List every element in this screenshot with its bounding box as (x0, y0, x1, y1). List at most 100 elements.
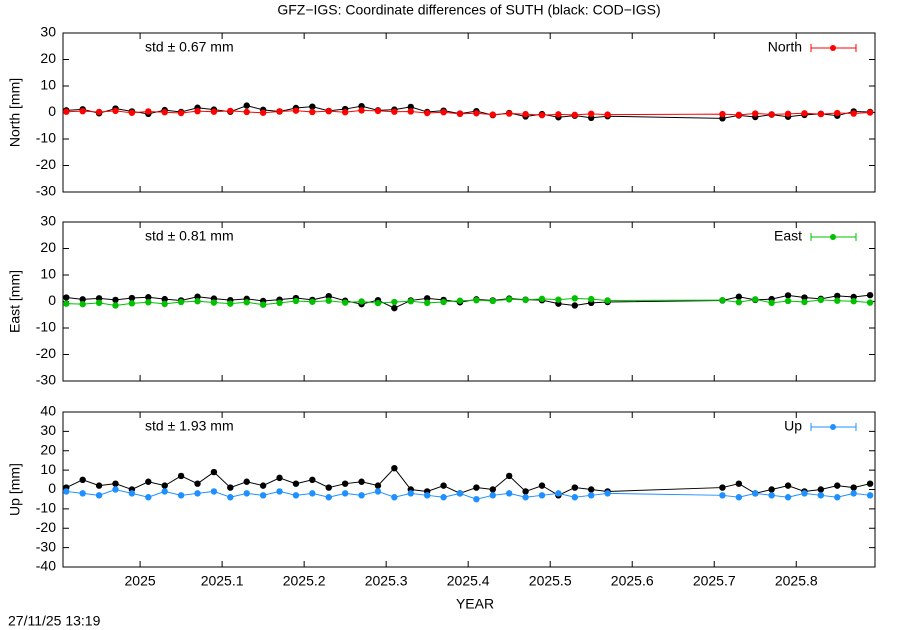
y-tick-label: -10 (36, 319, 56, 335)
y-tick-label: 30 (40, 24, 56, 40)
data-point (63, 300, 70, 307)
data-point (309, 108, 316, 116)
data-point (423, 299, 431, 307)
data-point (276, 299, 283, 307)
y-tick-label: -40 (36, 558, 56, 574)
data-point (752, 110, 759, 117)
data-point (571, 484, 579, 491)
data-point (276, 108, 283, 115)
data-point (112, 107, 119, 115)
y-tick-label: 0 (48, 480, 56, 496)
data-point (522, 494, 529, 501)
data-point (128, 109, 136, 116)
y-tick-label: 0 (48, 292, 56, 308)
data-point (391, 494, 398, 501)
data-point (194, 293, 201, 300)
data-point (309, 103, 316, 110)
data-point (735, 111, 743, 119)
data-point (292, 480, 300, 487)
y-axis-label: North [mm] (7, 78, 23, 147)
data-point (834, 109, 841, 117)
y-tick-label: 10 (40, 461, 56, 477)
data-point (866, 299, 874, 306)
data-point (194, 298, 201, 305)
data-point (505, 472, 513, 480)
data-point (161, 300, 168, 308)
data-point (194, 490, 201, 497)
data-point (95, 299, 103, 307)
data-point (719, 484, 726, 491)
data-point (292, 107, 300, 114)
y-tick-label: 20 (40, 239, 56, 255)
y-tick-label: 10 (40, 266, 56, 282)
data-point (752, 296, 759, 303)
data-point (358, 107, 365, 114)
data-point (309, 476, 316, 484)
x-tick-label: 2025.5 (529, 573, 572, 589)
x-tick-label: 2025.3 (365, 573, 408, 589)
data-point (768, 492, 775, 499)
data-point (358, 478, 365, 485)
data-point (571, 295, 579, 302)
data-point (391, 108, 398, 115)
data-point (407, 108, 414, 115)
data-point (259, 301, 267, 308)
data-point (145, 299, 152, 306)
data-point (505, 490, 513, 497)
data-point (407, 298, 414, 305)
x-tick-label: 2025.4 (447, 573, 490, 589)
data-point (768, 486, 775, 493)
data-point (128, 300, 136, 307)
data-point (79, 107, 86, 115)
y-tick-label: 20 (40, 50, 56, 66)
data-point (423, 109, 431, 117)
data-point (128, 294, 136, 302)
y-tick-label: -10 (36, 130, 56, 146)
data-point (210, 108, 218, 115)
y-tick-label: -30 (36, 372, 56, 388)
data-point (735, 293, 743, 300)
data-point (784, 482, 792, 489)
chart-title: GFZ−IGS: Coordinate differences of SUTH … (277, 2, 660, 18)
x-tick-label: 2025.6 (611, 573, 654, 589)
data-point (145, 478, 152, 485)
data-point (588, 110, 595, 118)
data-point (423, 492, 431, 499)
data-point (325, 107, 332, 115)
data-point (325, 494, 332, 501)
data-point (243, 490, 250, 497)
data-point (866, 291, 874, 299)
data-point (227, 484, 234, 491)
legend-label: North (768, 39, 802, 55)
data-point (473, 495, 480, 503)
data-point (719, 110, 726, 118)
data-point (177, 492, 185, 499)
data-point (325, 293, 332, 300)
data-point (309, 490, 316, 497)
data-point (489, 297, 496, 305)
data-point (719, 492, 726, 499)
data-point (555, 490, 562, 497)
annotation: std ± 0.67 mm (145, 39, 234, 55)
data-point (817, 486, 825, 493)
data-point (391, 304, 398, 312)
data-point (292, 492, 300, 499)
data-point (112, 302, 119, 309)
data-point (784, 292, 792, 299)
data-point (63, 108, 70, 115)
data-point (423, 295, 431, 302)
data-point (194, 107, 201, 115)
y-tick-label: 0 (48, 103, 56, 119)
data-point (505, 110, 513, 117)
data-point (309, 298, 316, 305)
data-point (768, 111, 775, 118)
data-point (522, 110, 529, 118)
legend-swatch (830, 424, 836, 430)
data-point (374, 488, 382, 495)
data-point (440, 482, 447, 489)
data-point (194, 480, 201, 487)
data-point (325, 484, 332, 491)
data-point (374, 299, 382, 307)
data-point (850, 490, 857, 497)
data-point (866, 109, 874, 116)
